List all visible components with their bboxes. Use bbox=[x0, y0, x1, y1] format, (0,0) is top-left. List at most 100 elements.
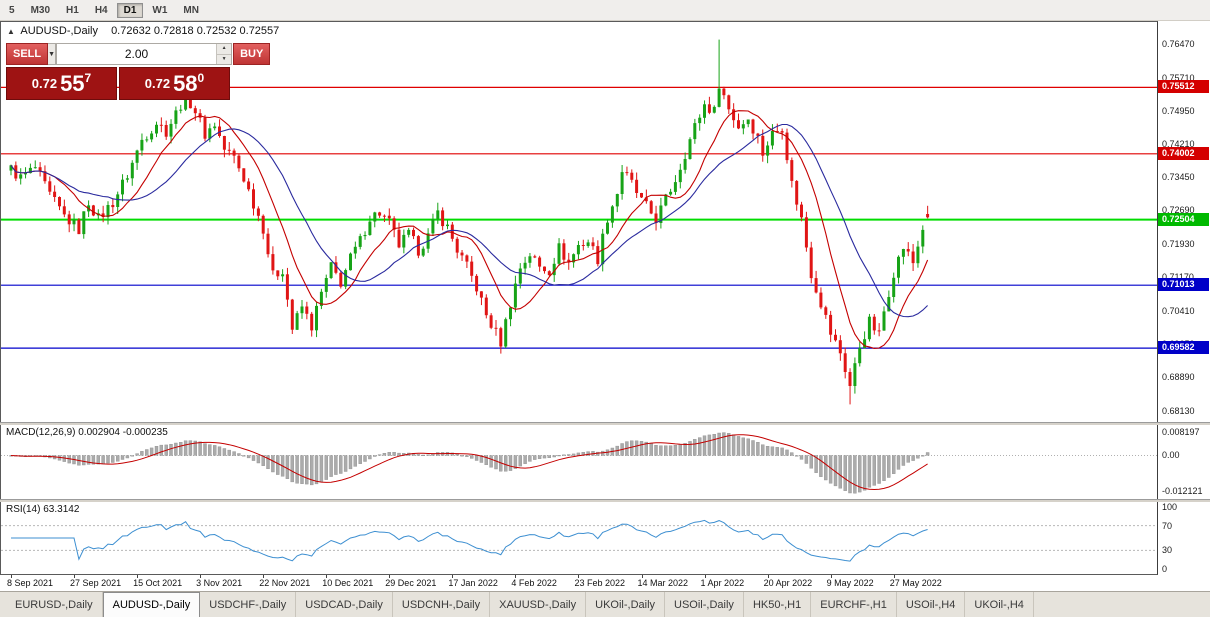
time-tick-mark bbox=[137, 575, 139, 578]
chart-tab-usdcad-daily[interactable]: USDCAD-,Daily bbox=[296, 592, 393, 617]
time-tick-mark bbox=[389, 575, 391, 578]
chart-tab-ukoil-h4[interactable]: UKOil-,H4 bbox=[965, 592, 1034, 617]
time-tick-mark bbox=[452, 575, 454, 578]
chart-tab-usoil-h4[interactable]: USOil-,H4 bbox=[897, 592, 966, 617]
time-tick-mark bbox=[263, 575, 265, 578]
chart-ohlc-readout: 0.72632 0.72818 0.72532 0.72557 bbox=[111, 25, 280, 37]
volume-stepper: ▲ ▼ bbox=[56, 43, 233, 65]
time-label: 20 Apr 2022 bbox=[763, 578, 813, 588]
price-chart-row: ▲ AUDUSD-,Daily 0.72632 0.72818 0.72532 … bbox=[0, 21, 1210, 422]
volume-input[interactable] bbox=[57, 44, 217, 64]
macd-tick: -0.012121 bbox=[1162, 485, 1203, 496]
timeframe-toolbar: 5 M30 H1 H4 D1 W1 MN bbox=[0, 0, 1210, 21]
chart-tab-usoil-daily[interactable]: USOil-,Daily bbox=[665, 592, 744, 617]
timeframe-button-d1[interactable]: D1 bbox=[116, 2, 144, 18]
chart-tabs-bar: EURUSD-,Daily AUDUSD-,Daily USDCHF-,Daily U… bbox=[0, 591, 1210, 617]
candlestick-series bbox=[9, 39, 930, 405]
rsi-tick: 0 bbox=[1162, 564, 1168, 574]
time-label: 22 Nov 2021 bbox=[259, 578, 311, 588]
price-tick: 0.70410 bbox=[1162, 305, 1195, 316]
chart-symbol-icon: ▲ bbox=[7, 27, 15, 36]
chart-tab-eurusd-daily[interactable]: EURUSD-,Daily bbox=[6, 592, 103, 617]
chart-tab-usdchf-daily[interactable]: USDCHF-,Daily bbox=[200, 592, 297, 617]
time-tick-mark bbox=[578, 575, 580, 578]
timeframe-button-5[interactable]: 5 bbox=[2, 3, 22, 18]
volume-dropdown-button[interactable]: ▼ bbox=[48, 43, 57, 65]
time-tick-mark bbox=[704, 575, 706, 578]
time-label: 3 Nov 2021 bbox=[196, 578, 243, 588]
price-level-badge: 0.75512 bbox=[1158, 80, 1209, 94]
rsi-indicator-label: RSI(14) 63.3142 bbox=[6, 504, 80, 515]
rsi-axis: 100 70 30 0 bbox=[1158, 502, 1210, 574]
price-axis: 0.76470 0.75710 0.74950 0.74210 0.73450 0.726… bbox=[1158, 21, 1210, 422]
price-tick: 0.76470 bbox=[1162, 39, 1195, 50]
rsi-row: RSI(14) 63.3142 100 70 30 0 bbox=[0, 502, 1210, 575]
time-label: 27 Sep 2021 bbox=[70, 578, 122, 588]
candlestick-canvas[interactable] bbox=[1, 22, 1157, 422]
volume-decrease-button[interactable]: ▼ bbox=[217, 54, 232, 64]
timeframe-button-h4[interactable]: H4 bbox=[88, 3, 115, 18]
chart-tab-xauusd-daily[interactable]: XAUUSD-,Daily bbox=[490, 592, 587, 617]
price-tick: 0.68130 bbox=[1162, 405, 1195, 416]
price-tick: 0.74950 bbox=[1162, 106, 1195, 117]
one-click-trade-panel: SELL ▼ ▲ ▼ BUY 0.72557 bbox=[6, 43, 271, 100]
macd-canvas[interactable] bbox=[1, 425, 1157, 499]
rsi-tick: 70 bbox=[1162, 520, 1173, 531]
chart-tab-hk50-h1[interactable]: HK50-,H1 bbox=[744, 592, 812, 617]
buy-price-fraction: 0 bbox=[197, 70, 205, 85]
time-label: 1 Apr 2022 bbox=[700, 578, 745, 588]
sell-price-display[interactable]: 0.72 55 7 bbox=[6, 67, 117, 100]
rsi-plot[interactable]: RSI(14) 63.3142 bbox=[0, 502, 1158, 575]
chart-tab-audusd-daily[interactable]: AUDUSD-,Daily bbox=[102, 592, 201, 617]
timeframe-button-w1[interactable]: W1 bbox=[145, 3, 174, 18]
time-tick-mark bbox=[641, 575, 643, 578]
chart-tab-eurchf-h1[interactable]: EURCHF-,H1 bbox=[811, 592, 897, 617]
chart-symbol-label: AUDUSD-,Daily bbox=[20, 25, 98, 37]
volume-increase-button[interactable]: ▲ bbox=[217, 44, 232, 55]
time-label: 27 May 2022 bbox=[889, 578, 942, 588]
price-level-badge: 0.71013 bbox=[1158, 278, 1209, 292]
buy-price-display[interactable]: 0.72 58 0 bbox=[119, 67, 230, 100]
panel-splitter[interactable] bbox=[0, 422, 1210, 425]
time-label: 4 Feb 2022 bbox=[511, 578, 557, 588]
volume-spinner: ▲ ▼ bbox=[216, 44, 232, 64]
sell-price-fraction: 7 bbox=[84, 70, 92, 85]
time-label: 15 Oct 2021 bbox=[133, 578, 183, 588]
macd-axis: 0.008197 0.00 -0.012121 bbox=[1158, 425, 1210, 499]
time-tick-mark bbox=[200, 575, 202, 578]
price-tick: 0.73450 bbox=[1162, 172, 1195, 183]
time-tick-mark bbox=[515, 575, 517, 578]
price-tick: 0.74210 bbox=[1162, 138, 1195, 149]
time-label: 17 Jan 2022 bbox=[448, 578, 498, 588]
time-label: 9 May 2022 bbox=[826, 578, 874, 588]
macd-plot[interactable]: MACD(12,26,9) 0.002904 -0.000235 bbox=[0, 425, 1158, 499]
price-level-badge: 0.72504 bbox=[1158, 212, 1209, 226]
horizontal-level-lines bbox=[1, 86, 1157, 349]
chevron-down-icon: ▼ bbox=[48, 50, 56, 58]
moving-average-line bbox=[10, 110, 929, 349]
time-label: 8 Sep 2021 bbox=[7, 578, 54, 588]
price-chart-plot[interactable]: ▲ AUDUSD-,Daily 0.72632 0.72818 0.72532 … bbox=[0, 21, 1158, 422]
sell-button[interactable]: SELL bbox=[6, 43, 49, 65]
rsi-canvas[interactable] bbox=[1, 502, 1157, 574]
chart-tab-usdcnh-daily[interactable]: USDCNH-,Daily bbox=[393, 592, 491, 617]
panel-splitter-2[interactable] bbox=[0, 499, 1210, 502]
time-tick-mark bbox=[11, 575, 12, 578]
chart-title: ▲ AUDUSD-,Daily 0.72632 0.72818 0.72532 … bbox=[7, 25, 279, 37]
macd-tick: 0.008197 bbox=[1162, 426, 1200, 437]
price-tick: 0.71930 bbox=[1162, 238, 1195, 249]
time-tick-mark bbox=[74, 575, 76, 578]
moving-average-line bbox=[10, 123, 928, 318]
time-axis: 8 Sep 2021 27 Sep 2021 15 Oct 2021 3 Nov 20… bbox=[1, 575, 1158, 591]
price-level-badge: 0.69582 bbox=[1158, 341, 1209, 355]
chevron-down-icon: ▼ bbox=[221, 55, 227, 62]
sell-price-base: 0.72 bbox=[31, 76, 58, 91]
timeframe-button-h1[interactable]: H1 bbox=[59, 3, 86, 18]
timeframe-button-mn[interactable]: MN bbox=[176, 3, 206, 18]
timeframe-button-m30[interactable]: M30 bbox=[24, 3, 57, 18]
time-tick-mark bbox=[767, 575, 769, 578]
price-tick: 0.75710 bbox=[1162, 72, 1195, 83]
time-label: 10 Dec 2021 bbox=[322, 578, 374, 588]
buy-button[interactable]: BUY bbox=[233, 43, 271, 65]
chart-tab-ukoil-daily[interactable]: UKOil-,Daily bbox=[586, 592, 666, 617]
